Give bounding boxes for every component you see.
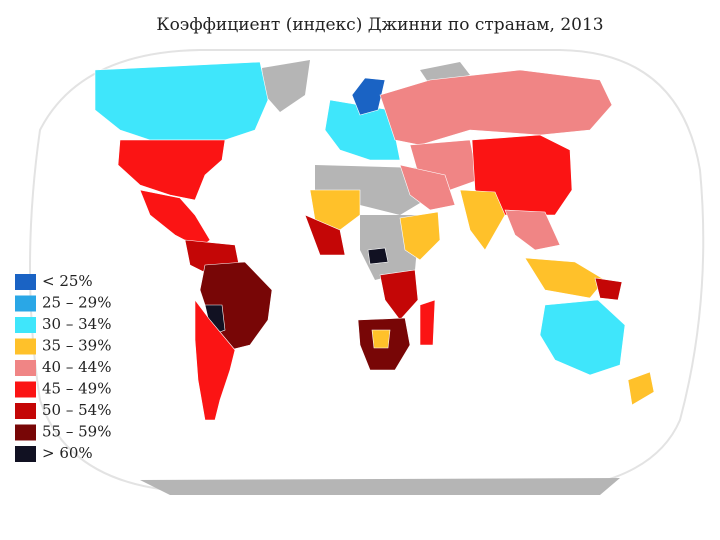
country-region xyxy=(194,299,236,421)
legend-swatch xyxy=(15,338,36,355)
legend-swatch xyxy=(15,424,36,441)
legend-label: 55 – 59% xyxy=(42,423,111,441)
antarctica xyxy=(140,478,620,495)
country-region xyxy=(367,247,389,265)
map xyxy=(94,60,655,495)
legend-label: < 25% xyxy=(42,272,93,290)
legend-label: 50 – 54% xyxy=(42,401,111,419)
legend-label: 30 – 34% xyxy=(42,315,111,333)
legend-swatch xyxy=(15,446,36,462)
country-region xyxy=(304,214,346,256)
country-region xyxy=(379,269,419,321)
country-region xyxy=(594,277,623,301)
legend-label: 40 – 44% xyxy=(42,358,111,376)
legend-swatch xyxy=(15,403,36,419)
country-region xyxy=(399,211,441,261)
country-region xyxy=(459,189,506,251)
greenland xyxy=(262,60,310,112)
legend-swatch xyxy=(15,295,36,312)
country-region xyxy=(504,209,561,251)
legend-swatch xyxy=(15,381,36,398)
legend-label: 35 – 39% xyxy=(42,337,111,355)
legend: < 25% 25 – 29% 30 – 34% 35 – 39% 40 – 44% 45 … xyxy=(15,272,111,462)
legend-label: > 60% xyxy=(42,444,93,462)
country-region xyxy=(419,299,436,346)
legend-label: 45 – 49% xyxy=(42,380,111,398)
legend-label: 25 – 29% xyxy=(42,294,111,312)
country-region xyxy=(379,69,613,146)
country-region xyxy=(309,189,361,231)
legend-swatch xyxy=(15,317,36,333)
arctic-islands xyxy=(420,62,470,85)
country-region xyxy=(117,139,226,201)
legend-swatch xyxy=(15,274,36,290)
country-region xyxy=(627,371,655,406)
country-region xyxy=(371,329,391,349)
country-region xyxy=(539,299,626,376)
map-title: Коэффициент (индекс) Джинни по странам, … xyxy=(156,15,603,35)
legend-swatch xyxy=(15,360,36,376)
country-region xyxy=(94,61,269,141)
country-region xyxy=(399,164,456,211)
